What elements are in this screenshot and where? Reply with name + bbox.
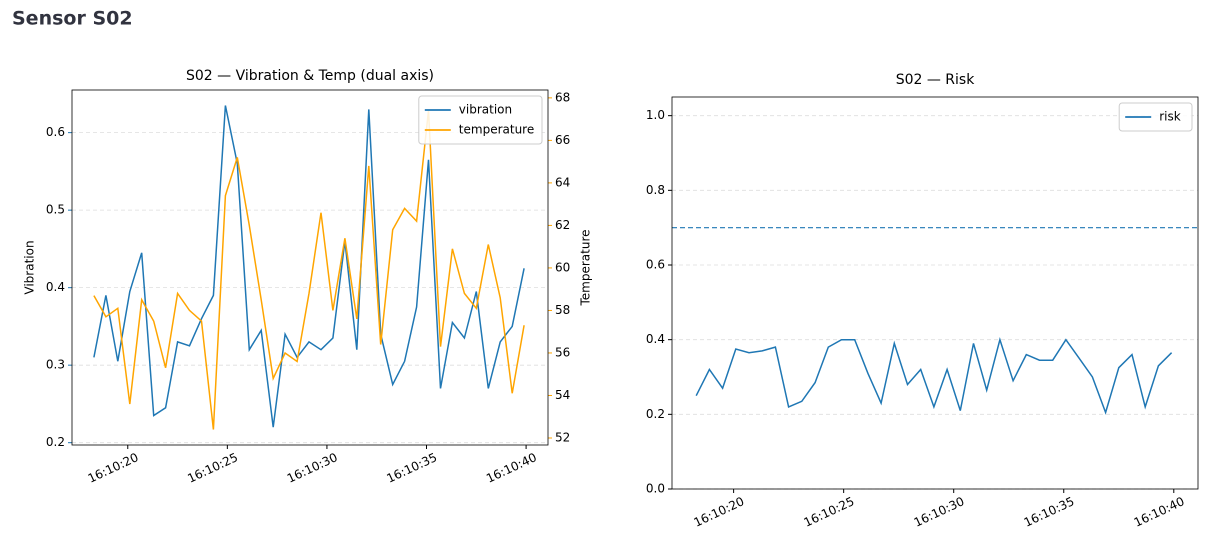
chart-title: S02 — Vibration & Temp (dual axis) <box>186 68 434 84</box>
y-tick-label: 0.2 <box>646 407 665 421</box>
y-tick-label: 0.8 <box>646 183 665 197</box>
x-tick-label: 16:10:30 <box>912 494 967 529</box>
y-tick-label: 0.6 <box>46 125 65 139</box>
x-tick-label: 16:10:35 <box>1022 494 1077 529</box>
y2-tick-label: 68 <box>555 90 570 104</box>
chart-title: S02 — Risk <box>896 72 976 88</box>
y2-tick-label: 66 <box>555 133 570 147</box>
y-tick-label: 0.3 <box>46 358 65 372</box>
y-tick-label: 0.4 <box>46 280 65 294</box>
legend-box <box>418 95 543 145</box>
y-axis-label: Vibration <box>23 240 37 294</box>
y2-tick-label: 56 <box>555 345 570 359</box>
y2-tick-label: 58 <box>555 303 570 317</box>
y-tick-label: 0.4 <box>646 332 665 346</box>
plot-frame <box>671 96 1199 490</box>
plot-frame <box>71 89 549 446</box>
x-tick-label: 16:10:30 <box>285 450 340 485</box>
series-line <box>695 337 1173 415</box>
y-tick-label: 0.5 <box>46 203 65 217</box>
x-tick-label: 16:10:20 <box>692 494 747 529</box>
y-tick-label: 0.0 <box>646 482 665 496</box>
y2-tick-label: 64 <box>555 175 570 189</box>
y-tick-label: 1.0 <box>646 108 665 122</box>
legend-label: temperature <box>459 123 534 137</box>
y2-axis-label: Temperature <box>579 229 593 306</box>
page-header: Sensor S02 <box>12 8 133 30</box>
x-tick-label: 16:10:25 <box>185 450 240 485</box>
x-tick-label: 16:10:20 <box>86 450 141 485</box>
y2-tick-label: 62 <box>555 218 570 232</box>
legend-label: vibration <box>459 103 512 117</box>
y2-tick-label: 52 <box>555 430 570 444</box>
legend-box <box>1118 102 1193 132</box>
y2-tick-label: 54 <box>555 388 570 402</box>
x-tick-label: 16:10:25 <box>802 494 857 529</box>
y2-tick-label: 60 <box>555 260 570 274</box>
series-line <box>93 105 525 428</box>
legend-label: risk <box>1159 110 1181 124</box>
y-tick-label: 0.6 <box>646 258 665 272</box>
y-tick-label: 0.2 <box>46 435 65 449</box>
series-line <box>93 110 525 430</box>
x-tick-label: 16:10:35 <box>384 450 439 485</box>
x-tick-label: 16:10:40 <box>1132 494 1187 529</box>
x-tick-label: 16:10:40 <box>484 450 539 485</box>
